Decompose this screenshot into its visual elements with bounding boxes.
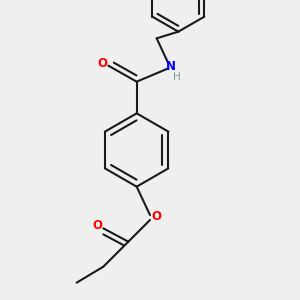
Text: O: O — [151, 210, 161, 223]
Text: O: O — [92, 219, 102, 232]
Text: H: H — [173, 72, 181, 82]
Text: N: N — [166, 60, 176, 73]
Text: O: O — [97, 58, 107, 70]
